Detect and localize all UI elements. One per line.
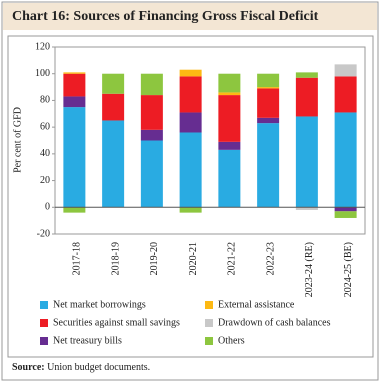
bar-segment bbox=[179, 207, 202, 213]
plot-frame bbox=[54, 46, 366, 235]
bar-segment bbox=[179, 112, 202, 133]
bar-segment bbox=[140, 73, 163, 96]
bar-segment bbox=[257, 88, 280, 118]
y-tick-label: 0 bbox=[45, 202, 50, 213]
bar-segment bbox=[334, 76, 357, 113]
bar-segment bbox=[140, 95, 163, 130]
bar-segment bbox=[102, 73, 125, 94]
legend-swatch bbox=[40, 301, 48, 309]
x-tick-label: 2019-20 bbox=[149, 242, 160, 275]
y-tick-label: 40 bbox=[40, 148, 50, 159]
legend-swatch bbox=[205, 301, 213, 309]
legend-swatch bbox=[40, 337, 48, 345]
x-tick-label: 2021-22 bbox=[227, 242, 238, 275]
x-tick-label: 2024-25 (BE) bbox=[343, 242, 354, 297]
x-tick-label: 2020-21 bbox=[188, 242, 199, 275]
legend-label: Securities against small savings bbox=[53, 317, 180, 328]
legend-label: External assistance bbox=[218, 299, 295, 310]
x-tick-label: 2017-18 bbox=[72, 242, 83, 275]
legend-label: Others bbox=[218, 335, 245, 346]
bar-segment bbox=[218, 149, 241, 208]
bar-segment bbox=[63, 107, 86, 208]
bar-segment bbox=[102, 93, 125, 121]
bar-segment bbox=[295, 72, 318, 78]
bar-segment bbox=[257, 87, 280, 89]
x-tick-label: 2022-23 bbox=[265, 242, 276, 275]
bar-segment bbox=[102, 120, 125, 208]
title-bar bbox=[3, 3, 377, 30]
bar-segment bbox=[63, 207, 86, 213]
bar-segment bbox=[334, 207, 357, 212]
bar-segment bbox=[63, 72, 86, 74]
bar-segment bbox=[218, 73, 241, 93]
x-tick-label: 2023-24 (RE) bbox=[304, 242, 315, 297]
bar-segment bbox=[257, 73, 280, 88]
chart-title: Chart 16: Sources of Financing Gross Fis… bbox=[12, 9, 319, 24]
bar-segment bbox=[295, 207, 318, 210]
bar-segment bbox=[295, 77, 318, 117]
legend-swatch bbox=[205, 319, 213, 327]
y-tick-label: -20 bbox=[37, 228, 50, 239]
bar-segment bbox=[295, 116, 318, 208]
y-tick-label: 100 bbox=[35, 68, 50, 79]
legend-swatch bbox=[40, 319, 48, 327]
bar-segment bbox=[334, 64, 357, 77]
source: Source: Union budget documents. bbox=[12, 362, 150, 373]
legend-label: Drawdown of cash balances bbox=[218, 317, 331, 328]
legend-swatch bbox=[205, 337, 213, 345]
bar-segment bbox=[179, 132, 202, 208]
y-tick-label: 80 bbox=[40, 95, 50, 106]
source-text: Union budget documents. bbox=[47, 362, 150, 373]
bar-segment bbox=[218, 92, 241, 96]
bar-segment bbox=[218, 141, 241, 150]
bar-segment bbox=[140, 129, 163, 141]
bar-segment bbox=[140, 140, 163, 208]
bar-segment bbox=[257, 123, 280, 208]
x-tick-label: 2018-19 bbox=[110, 242, 121, 275]
bar-segment bbox=[218, 95, 241, 142]
y-axis-label: Per cent of GFD bbox=[12, 107, 23, 173]
bar-segment bbox=[179, 76, 202, 113]
source-label: Source: bbox=[12, 362, 45, 373]
y-tick-label: 60 bbox=[40, 121, 50, 132]
y-tick-label: 20 bbox=[40, 175, 50, 186]
legend-label: Net treasury bills bbox=[53, 335, 122, 346]
bar-segment bbox=[334, 112, 357, 208]
bar-segment bbox=[63, 96, 86, 108]
bar-segment bbox=[334, 211, 357, 218]
bar-segment bbox=[179, 69, 202, 77]
chart-frame bbox=[7, 35, 374, 358]
bar-segment bbox=[257, 117, 280, 124]
legend-label: Net market borrowings bbox=[53, 299, 146, 310]
bar-segment bbox=[63, 73, 86, 97]
y-tick-label: 120 bbox=[35, 41, 50, 52]
